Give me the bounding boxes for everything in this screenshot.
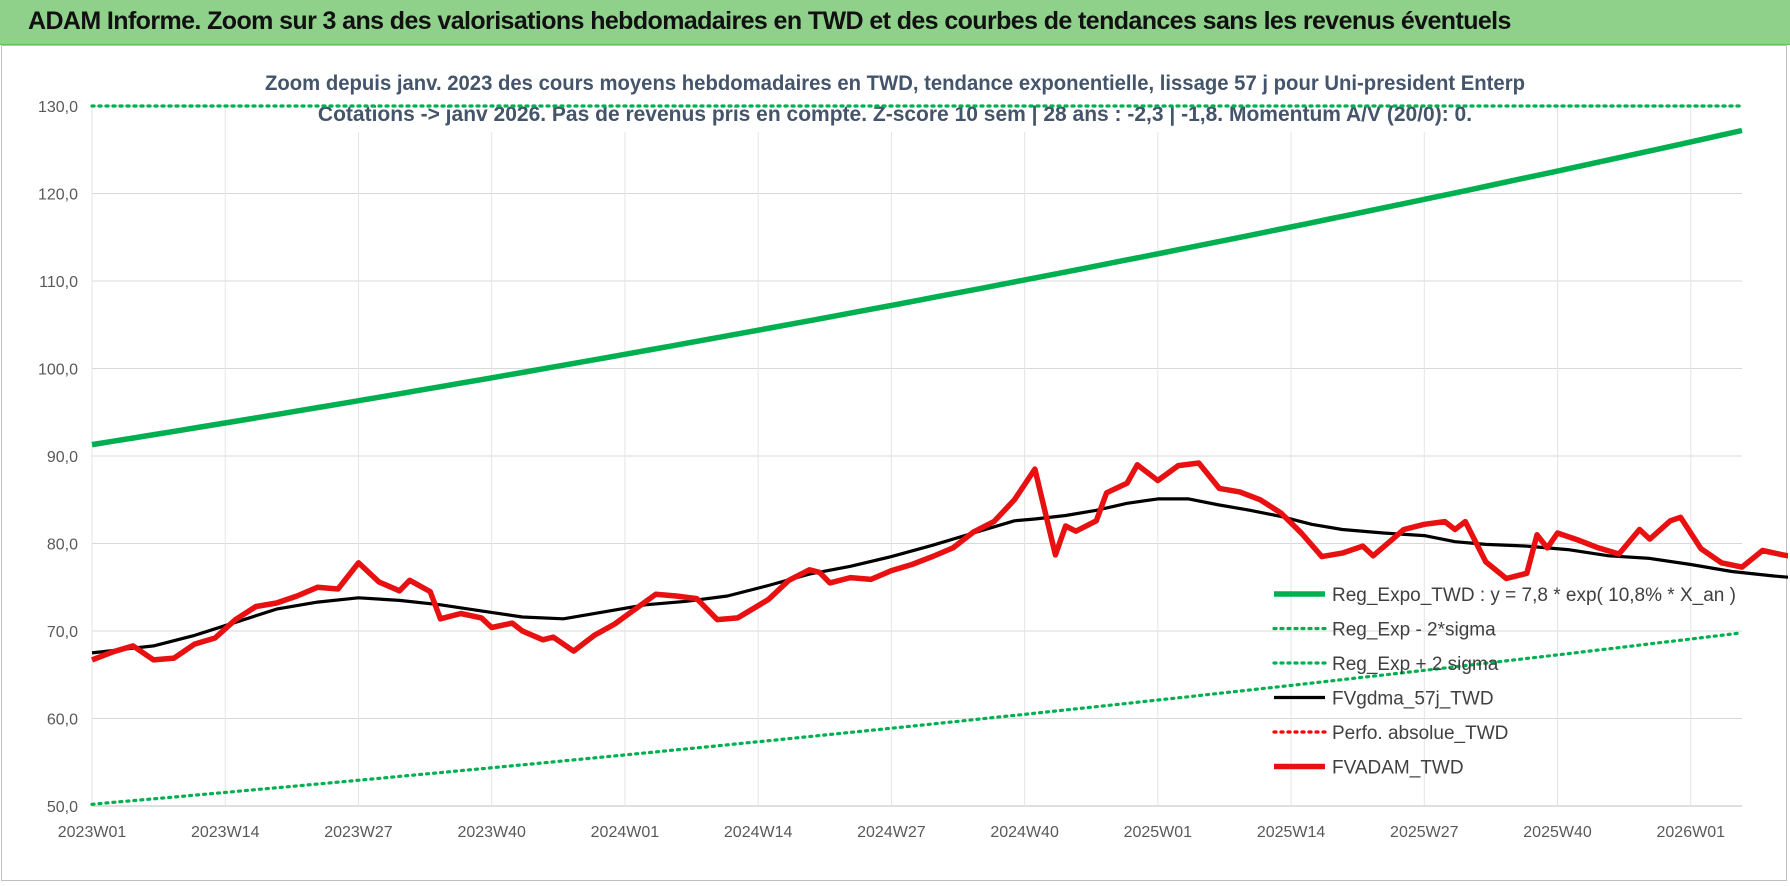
x-tick-label: 2023W40 bbox=[457, 824, 526, 841]
series-line-fvadam-twd bbox=[91, 460, 1788, 663]
chart-series bbox=[90, 104, 1788, 806]
y-tick-label: 50,0 bbox=[47, 799, 78, 816]
x-tick-label: 2025W40 bbox=[1523, 824, 1592, 841]
legend-label: Perfo. absolue_TWD bbox=[1332, 723, 1508, 744]
legend-label: Reg_Expo_TWD : y = 7,8 * exp( 10,8% * X_… bbox=[1332, 585, 1736, 606]
series-line-reg-exp-2-sigma bbox=[90, 631, 1744, 806]
x-tick-label: 2024W14 bbox=[724, 824, 793, 841]
subtitle-background bbox=[251, 64, 1539, 132]
y-tick-label: 120,0 bbox=[38, 187, 78, 204]
x-tick-label: 2023W01 bbox=[58, 824, 127, 841]
y-tick-label: 130,0 bbox=[38, 99, 78, 116]
page-title: ADAM Informe. Zoom sur 3 ans des valoris… bbox=[28, 7, 1511, 35]
x-tick-label: 2024W40 bbox=[990, 824, 1059, 841]
subtitle-line-2: Cotations -> janv 2026. Pas de revenus p… bbox=[318, 103, 1472, 126]
x-tick-label: 2025W14 bbox=[1257, 824, 1326, 841]
x-tick-label: 2024W27 bbox=[857, 824, 926, 841]
x-tick-label: 2025W27 bbox=[1390, 824, 1459, 841]
chart-legend: Reg_Expo_TWD : y = 7,8 * exp( 10,8% * X_… bbox=[1272, 585, 1736, 779]
y-tick-label: 70,0 bbox=[47, 624, 78, 641]
chart-canvas: 50,0 60,0 70,0 80,0 90,0 100,0 110,0 120,0 130,0… bbox=[38, 64, 1788, 841]
legend-label: Reg_Exp - 2*sigma bbox=[1332, 620, 1496, 641]
x-tick-label: 2025W01 bbox=[1124, 824, 1193, 841]
x-tick-label: 2024W01 bbox=[591, 824, 660, 841]
chart-subtitle: Zoom depuis janv. 2023 des cours moyens … bbox=[251, 64, 1539, 132]
y-tick-label: 80,0 bbox=[47, 537, 78, 554]
header-banner: ADAM Informe. Zoom sur 3 ans des valoris… bbox=[0, 0, 1790, 45]
x-tick-label: 2023W14 bbox=[191, 824, 260, 841]
y-tick-label: 100,0 bbox=[38, 362, 78, 379]
legend-label: FVADAM_TWD bbox=[1332, 758, 1464, 779]
chart-grid bbox=[91, 105, 1742, 807]
y-axis-ticks: 50,0 60,0 70,0 80,0 90,0 100,0 110,0 120,0 130,0 bbox=[38, 99, 78, 816]
x-axis-ticks: 2023W01 2023W14 2023W27 2023W40 2024W01 2024W… bbox=[58, 824, 1725, 841]
y-tick-label: 110,0 bbox=[39, 274, 78, 291]
y-tick-label: 90,0 bbox=[47, 449, 78, 466]
subtitle-line-1: Zoom depuis janv. 2023 des cours moyens … bbox=[265, 72, 1525, 95]
series-line-reg-expo-twd-y-7-8-exp-10-8-x- bbox=[91, 127, 1743, 448]
x-tick-label: 2023W27 bbox=[324, 824, 393, 841]
y-tick-label: 60,0 bbox=[47, 712, 78, 729]
legend-label: Reg_Exp + 2 sigma bbox=[1332, 654, 1499, 675]
x-tick-label: 2026W01 bbox=[1657, 824, 1726, 841]
legend-label: FVgdma_57j_TWD bbox=[1332, 689, 1494, 710]
chart-frame: 50,0 60,0 70,0 80,0 90,0 100,0 110,0 120,0 130,0… bbox=[1, 45, 1788, 881]
